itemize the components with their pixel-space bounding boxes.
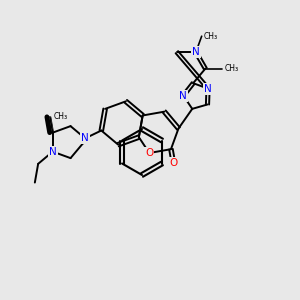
Text: CH₃: CH₃ — [204, 32, 218, 41]
Text: N: N — [204, 84, 212, 94]
Text: N: N — [81, 133, 89, 143]
Text: O: O — [145, 148, 153, 158]
Text: CH₃: CH₃ — [54, 112, 68, 122]
Text: N: N — [49, 147, 57, 157]
Text: O: O — [145, 148, 153, 158]
Text: N: N — [192, 47, 200, 57]
Text: N: N — [179, 91, 187, 101]
Text: CH₃: CH₃ — [224, 64, 239, 73]
Text: O: O — [169, 158, 178, 168]
Text: N: N — [204, 84, 212, 94]
Text: N: N — [192, 47, 200, 57]
Text: O: O — [169, 158, 178, 168]
Text: N: N — [49, 147, 57, 157]
Text: N: N — [179, 91, 187, 101]
Text: N: N — [81, 133, 89, 143]
